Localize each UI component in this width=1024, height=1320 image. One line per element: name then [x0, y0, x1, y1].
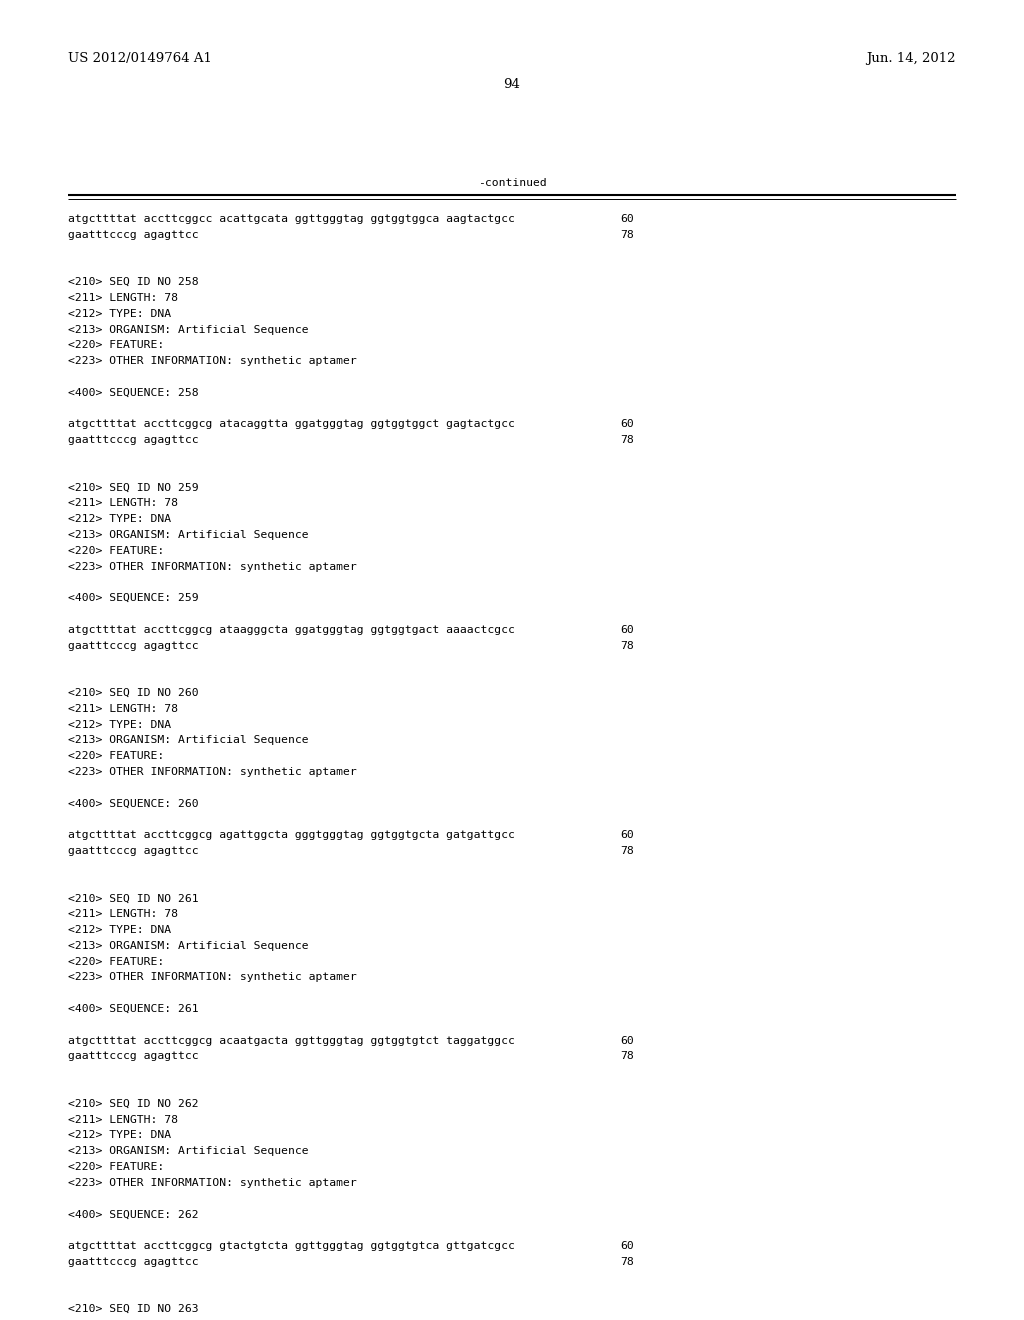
Text: 78: 78: [620, 846, 634, 855]
Text: <211> LENGTH: 78: <211> LENGTH: 78: [68, 499, 178, 508]
Text: <210> SEQ ID NO 259: <210> SEQ ID NO 259: [68, 483, 199, 492]
Text: Jun. 14, 2012: Jun. 14, 2012: [866, 51, 956, 65]
Text: 78: 78: [620, 436, 634, 445]
Text: atgcttttat accttcggcg gtactgtcta ggttgggtag ggtggtgtca gttgatcgcc: atgcttttat accttcggcg gtactgtcta ggttggg…: [68, 1241, 515, 1251]
Text: 60: 60: [620, 1036, 634, 1045]
Text: <400> SEQUENCE: 258: <400> SEQUENCE: 258: [68, 388, 199, 397]
Text: atgcttttat accttcggcg ataagggcta ggatgggtag ggtggtgact aaaactcgcc: atgcttttat accttcggcg ataagggcta ggatggg…: [68, 624, 515, 635]
Text: <213> ORGANISM: Artificial Sequence: <213> ORGANISM: Artificial Sequence: [68, 1146, 308, 1156]
Text: 78: 78: [620, 1257, 634, 1267]
Text: <220> FEATURE:: <220> FEATURE:: [68, 751, 164, 762]
Text: 60: 60: [620, 830, 634, 841]
Text: <211> LENGTH: 78: <211> LENGTH: 78: [68, 293, 178, 304]
Text: gaatttcccg agagttcc: gaatttcccg agagttcc: [68, 230, 199, 240]
Text: <211> LENGTH: 78: <211> LENGTH: 78: [68, 1114, 178, 1125]
Text: <220> FEATURE:: <220> FEATURE:: [68, 957, 164, 966]
Text: <210> SEQ ID NO 262: <210> SEQ ID NO 262: [68, 1098, 199, 1109]
Text: <213> ORGANISM: Artificial Sequence: <213> ORGANISM: Artificial Sequence: [68, 531, 308, 540]
Text: <212> TYPE: DNA: <212> TYPE: DNA: [68, 1130, 171, 1140]
Text: 78: 78: [620, 1052, 634, 1061]
Text: <400> SEQUENCE: 260: <400> SEQUENCE: 260: [68, 799, 199, 809]
Text: <212> TYPE: DNA: <212> TYPE: DNA: [68, 925, 171, 935]
Text: <213> ORGANISM: Artificial Sequence: <213> ORGANISM: Artificial Sequence: [68, 735, 308, 746]
Text: 60: 60: [620, 1241, 634, 1251]
Text: <211> LENGTH: 78: <211> LENGTH: 78: [68, 909, 178, 919]
Text: <400> SEQUENCE: 259: <400> SEQUENCE: 259: [68, 593, 199, 603]
Text: -continued: -continued: [477, 178, 547, 187]
Text: <220> FEATURE:: <220> FEATURE:: [68, 545, 164, 556]
Text: atgcttttat accttcggcg agattggcta gggtgggtag ggtggtgcta gatgattgcc: atgcttttat accttcggcg agattggcta gggtggg…: [68, 830, 515, 841]
Text: 78: 78: [620, 640, 634, 651]
Text: <211> LENGTH: 78: <211> LENGTH: 78: [68, 704, 178, 714]
Text: gaatttcccg agagttcc: gaatttcccg agagttcc: [68, 846, 199, 855]
Text: <223> OTHER INFORMATION: synthetic aptamer: <223> OTHER INFORMATION: synthetic aptam…: [68, 561, 356, 572]
Text: atgcttttat accttcggcg atacaggtta ggatgggtag ggtggtggct gagtactgcc: atgcttttat accttcggcg atacaggtta ggatggg…: [68, 420, 515, 429]
Text: <220> FEATURE:: <220> FEATURE:: [68, 341, 164, 350]
Text: <213> ORGANISM: Artificial Sequence: <213> ORGANISM: Artificial Sequence: [68, 941, 308, 950]
Text: gaatttcccg agagttcc: gaatttcccg agagttcc: [68, 640, 199, 651]
Text: gaatttcccg agagttcc: gaatttcccg agagttcc: [68, 1052, 199, 1061]
Text: <223> OTHER INFORMATION: synthetic aptamer: <223> OTHER INFORMATION: synthetic aptam…: [68, 356, 356, 366]
Text: <223> OTHER INFORMATION: synthetic aptamer: <223> OTHER INFORMATION: synthetic aptam…: [68, 767, 356, 777]
Text: 78: 78: [620, 230, 634, 240]
Text: <210> SEQ ID NO 263: <210> SEQ ID NO 263: [68, 1304, 199, 1315]
Text: <400> SEQUENCE: 261: <400> SEQUENCE: 261: [68, 1005, 199, 1014]
Text: <213> ORGANISM: Artificial Sequence: <213> ORGANISM: Artificial Sequence: [68, 325, 308, 334]
Text: <400> SEQUENCE: 262: <400> SEQUENCE: 262: [68, 1209, 199, 1220]
Text: <223> OTHER INFORMATION: synthetic aptamer: <223> OTHER INFORMATION: synthetic aptam…: [68, 973, 356, 982]
Text: 94: 94: [504, 78, 520, 91]
Text: <210> SEQ ID NO 260: <210> SEQ ID NO 260: [68, 688, 199, 698]
Text: <210> SEQ ID NO 258: <210> SEQ ID NO 258: [68, 277, 199, 288]
Text: atgcttttat accttcggcc acattgcata ggttgggtag ggtggtggca aagtactgcc: atgcttttat accttcggcc acattgcata ggttggg…: [68, 214, 515, 224]
Text: <212> TYPE: DNA: <212> TYPE: DNA: [68, 515, 171, 524]
Text: <210> SEQ ID NO 261: <210> SEQ ID NO 261: [68, 894, 199, 903]
Text: 60: 60: [620, 624, 634, 635]
Text: gaatttcccg agagttcc: gaatttcccg agagttcc: [68, 1257, 199, 1267]
Text: <223> OTHER INFORMATION: synthetic aptamer: <223> OTHER INFORMATION: synthetic aptam…: [68, 1177, 356, 1188]
Text: 60: 60: [620, 420, 634, 429]
Text: 60: 60: [620, 214, 634, 224]
Text: atgcttttat accttcggcg acaatgacta ggttgggtag ggtggtgtct taggatggcc: atgcttttat accttcggcg acaatgacta ggttggg…: [68, 1036, 515, 1045]
Text: gaatttcccg agagttcc: gaatttcccg agagttcc: [68, 436, 199, 445]
Text: <212> TYPE: DNA: <212> TYPE: DNA: [68, 309, 171, 319]
Text: US 2012/0149764 A1: US 2012/0149764 A1: [68, 51, 212, 65]
Text: <220> FEATURE:: <220> FEATURE:: [68, 1162, 164, 1172]
Text: <212> TYPE: DNA: <212> TYPE: DNA: [68, 719, 171, 730]
